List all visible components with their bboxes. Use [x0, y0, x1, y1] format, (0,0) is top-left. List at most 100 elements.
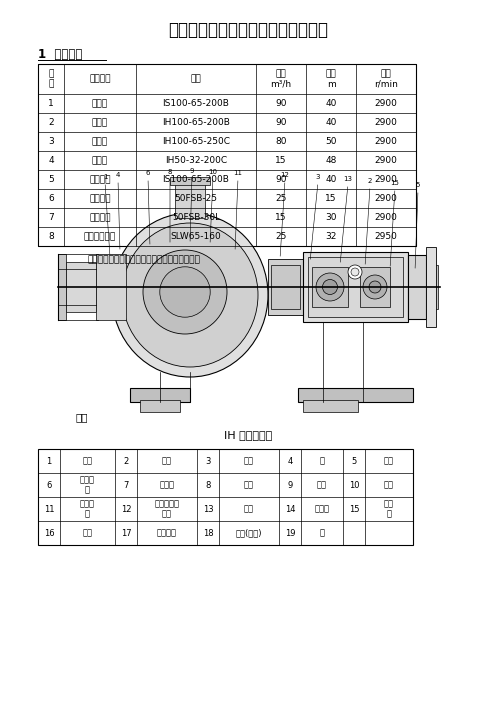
Bar — [268, 259, 303, 315]
Text: 油标: 油标 — [244, 505, 254, 513]
Text: 中间泵: 中间泵 — [92, 118, 108, 127]
Text: 序
号: 序 号 — [48, 69, 54, 88]
Bar — [38, 64, 416, 246]
Text: 泵体: 泵体 — [82, 456, 92, 465]
Text: 15: 15 — [275, 213, 287, 222]
Text: 80: 80 — [275, 137, 287, 146]
Text: 2900: 2900 — [374, 99, 397, 108]
Text: 7: 7 — [124, 480, 128, 489]
Text: 流量
m³/h: 流量 m³/h — [270, 69, 292, 88]
Text: 单列向心球
轴承: 单列向心球 轴承 — [154, 499, 180, 519]
Text: 密封垫: 密封垫 — [160, 480, 175, 489]
Bar — [170, 177, 210, 185]
Text: 密封部分: 密封部分 — [157, 529, 177, 538]
Text: 联轴
器: 联轴 器 — [384, 499, 394, 519]
Text: 轴: 轴 — [319, 456, 324, 465]
Text: 8: 8 — [48, 232, 54, 241]
Text: 单级单吸悬臂式离心泵检修工艺规程: 单级单吸悬臂式离心泵检修工艺规程 — [168, 21, 328, 39]
Text: IH100-65-200B: IH100-65-200B — [162, 118, 230, 127]
Text: 型号: 型号 — [190, 74, 201, 84]
Text: 3: 3 — [316, 174, 320, 180]
Text: 管塞(接管): 管塞(接管) — [236, 529, 262, 538]
Text: 卸盐酸泵: 卸盐酸泵 — [89, 194, 111, 203]
Text: 12: 12 — [281, 172, 290, 178]
Ellipse shape — [316, 273, 344, 301]
Text: 10: 10 — [349, 480, 359, 489]
Text: IS100-65-200B: IS100-65-200B — [163, 175, 230, 184]
Text: 平键: 平键 — [82, 529, 92, 538]
Text: 25: 25 — [275, 232, 287, 241]
Text: IH 型泵结构图: IH 型泵结构图 — [224, 430, 272, 440]
Text: 1: 1 — [46, 456, 52, 465]
Text: IH100-65-250C: IH100-65-250C — [162, 137, 230, 146]
Text: 11: 11 — [44, 505, 54, 513]
Bar — [271, 265, 300, 309]
Text: 15: 15 — [349, 505, 359, 513]
Bar — [96, 254, 126, 320]
Text: 9: 9 — [190, 168, 194, 174]
Bar — [130, 388, 190, 402]
Text: 15: 15 — [390, 180, 399, 186]
Text: 13: 13 — [344, 176, 353, 182]
Ellipse shape — [112, 213, 268, 377]
Text: 50FSB-25: 50FSB-25 — [175, 194, 218, 203]
Text: SLW65-160: SLW65-160 — [171, 232, 221, 241]
Text: 2: 2 — [368, 178, 372, 184]
Text: 90: 90 — [275, 175, 287, 184]
Text: 2900: 2900 — [374, 194, 397, 203]
Text: 8: 8 — [205, 480, 211, 489]
Text: 转速
r/min: 转速 r/min — [374, 69, 398, 88]
Text: 9: 9 — [287, 480, 293, 489]
Bar — [360, 267, 390, 307]
Text: 14: 14 — [285, 505, 295, 513]
Text: 6: 6 — [48, 194, 54, 203]
Text: 设备名称: 设备名称 — [89, 74, 111, 84]
Ellipse shape — [369, 281, 381, 293]
Text: 卸硫酸泵: 卸硫酸泵 — [89, 213, 111, 222]
Text: 30: 30 — [325, 213, 337, 222]
Text: 16: 16 — [44, 529, 55, 538]
Text: 集液盒: 集液盒 — [314, 505, 329, 513]
Text: 垫: 垫 — [319, 529, 324, 538]
Bar — [426, 265, 438, 309]
Text: 40: 40 — [325, 175, 337, 184]
Text: 2900: 2900 — [374, 175, 397, 184]
Bar — [175, 183, 205, 218]
Ellipse shape — [363, 275, 387, 299]
Text: 18: 18 — [203, 529, 213, 538]
Text: 2: 2 — [124, 456, 128, 465]
Text: 注：转速中分子为泵的转速，分母为电机转速。: 注：转速中分子为泵的转速，分母为电机转速。 — [88, 256, 201, 265]
Bar — [38, 449, 413, 545]
Text: 1: 1 — [48, 99, 54, 108]
Text: 4: 4 — [287, 456, 293, 465]
Text: 轴套: 轴套 — [384, 456, 394, 465]
Text: IS100-65-200B: IS100-65-200B — [163, 99, 230, 108]
Text: 2950: 2950 — [374, 232, 397, 241]
Bar — [58, 254, 66, 320]
Ellipse shape — [160, 267, 210, 317]
Bar — [426, 247, 436, 327]
Text: 4: 4 — [116, 172, 120, 178]
Ellipse shape — [143, 250, 227, 334]
Text: 19: 19 — [285, 529, 295, 538]
Text: 90: 90 — [275, 99, 287, 108]
Text: 扬程
m: 扬程 m — [326, 69, 336, 88]
Text: 管塞: 管塞 — [317, 480, 327, 489]
Text: 自用泵: 自用泵 — [92, 156, 108, 165]
Text: 40: 40 — [325, 118, 337, 127]
Text: 轴承端
盖: 轴承端 盖 — [80, 499, 95, 519]
Text: 托架: 托架 — [384, 480, 394, 489]
Bar — [308, 257, 403, 317]
Text: 12: 12 — [121, 505, 131, 513]
Text: 1  设备规范: 1 设备规范 — [38, 48, 82, 60]
Text: 5: 5 — [351, 456, 357, 465]
Circle shape — [348, 265, 362, 279]
Ellipse shape — [122, 223, 258, 367]
Circle shape — [351, 268, 359, 276]
Text: 清水泵: 清水泵 — [92, 99, 108, 108]
Bar — [303, 252, 408, 322]
Text: 17: 17 — [121, 529, 131, 538]
Bar — [140, 400, 180, 412]
Bar — [408, 255, 426, 319]
Text: 6: 6 — [46, 480, 52, 489]
